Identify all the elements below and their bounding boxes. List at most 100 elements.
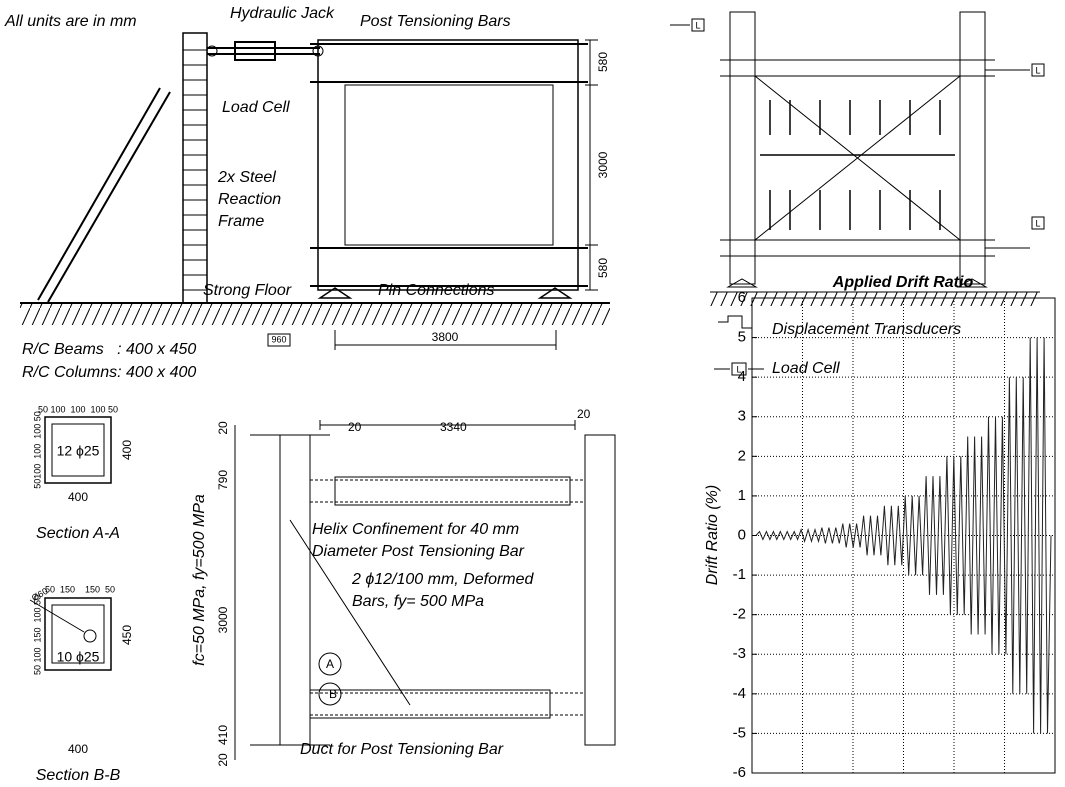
dimension: 50100 100 100 50 xyxy=(32,411,42,489)
beam-reinforcement xyxy=(334,476,571,506)
brace xyxy=(37,87,171,303)
label: Helix Confinement for 40 mm xyxy=(312,521,519,538)
ducts xyxy=(310,479,585,716)
y-tick-label: 0 xyxy=(738,526,746,543)
dimension: 3340 xyxy=(440,420,467,434)
instrumentation: L L L L Displacement Transducers Load Ce… xyxy=(670,11,1045,377)
elevation: A B 20 3340 20 20 790 3000 410 20 fc=50 … xyxy=(191,407,616,767)
drift-line xyxy=(755,337,1052,734)
bars: 10 ϕ25 xyxy=(57,649,100,665)
y-tick-label: 1 xyxy=(738,487,746,504)
beam-reinforcement xyxy=(309,689,551,719)
drift-chart: Applied Drift Ratio Drift Ratio (%) -6 -5… xyxy=(704,274,1056,781)
dimension: 960 xyxy=(271,334,286,344)
label: Diameter Post Tensioning Bar xyxy=(312,543,525,560)
legend-symbol xyxy=(731,362,747,376)
load-cell-tag xyxy=(1031,216,1045,230)
tag: L xyxy=(1035,65,1040,75)
y-tick-label: 5 xyxy=(738,329,746,346)
tag: L xyxy=(736,364,741,374)
dimension: 790 xyxy=(216,470,230,490)
bars: 12 ϕ25 xyxy=(57,443,100,459)
column-reinforcement xyxy=(584,434,616,746)
rc-frame xyxy=(317,39,579,291)
materials: fc=50 MPa, fy=500 MPa xyxy=(191,494,208,666)
y-tick-label: 2 xyxy=(738,447,746,464)
duct xyxy=(83,629,97,643)
frame-rungs xyxy=(183,49,207,291)
note: R/C Beams : 400 x 450 xyxy=(22,341,196,358)
label: Bars, fy= 500 MPa xyxy=(352,593,484,610)
section-a xyxy=(44,416,112,484)
dimension: 3000 xyxy=(216,606,230,633)
y-tick-label: 3 xyxy=(738,408,746,425)
y-tick-label: 4 xyxy=(738,368,746,385)
section-mark xyxy=(318,682,342,706)
section-mark-label: B xyxy=(329,687,337,701)
dimension: 20 xyxy=(216,421,230,435)
dimension: 400 xyxy=(68,742,88,756)
label: Strong Floor xyxy=(203,282,292,299)
y-tick-label: -3 xyxy=(733,645,746,662)
dimension: 20 xyxy=(577,407,591,421)
dimension: 3000 xyxy=(596,151,610,178)
column xyxy=(959,11,986,285)
section-b xyxy=(44,597,112,671)
legend-label: Displacement Transducers xyxy=(772,321,961,338)
y-tick-label: -4 xyxy=(733,685,746,702)
dimension: 50 100 100 100 50 xyxy=(38,404,118,414)
column xyxy=(729,11,756,285)
frame-lines xyxy=(720,59,995,257)
y-tick-label: -2 xyxy=(733,606,746,623)
dimension-lines xyxy=(585,39,598,291)
test-setup: All units are in mm Hydraulic Jack Post … xyxy=(4,5,610,381)
stirrup xyxy=(51,604,105,664)
y-tick-label: -5 xyxy=(733,724,746,741)
supports xyxy=(726,278,988,288)
tag: L xyxy=(695,20,700,30)
reaction-frame xyxy=(182,32,208,304)
jack-pin xyxy=(206,45,218,57)
load-cell-tag xyxy=(1031,63,1045,77)
stirrup xyxy=(51,423,105,477)
label: Reaction xyxy=(218,191,281,208)
dimension: 50 150 150 50 xyxy=(45,584,115,594)
load-cell-leads xyxy=(670,24,1030,249)
tag: L xyxy=(1035,218,1040,228)
legend-label: Load Cell xyxy=(772,360,840,377)
label: Load Cell xyxy=(222,99,290,116)
section-title: Section A-A xyxy=(36,525,120,542)
label: 2 ϕ12/100 mm, Deformed xyxy=(351,571,535,588)
dimension: 3800 xyxy=(432,330,459,344)
dimension-lines xyxy=(234,420,576,760)
y-tick-label: -6 xyxy=(733,764,746,781)
section-mark xyxy=(318,652,342,676)
label: Post Tensioning Bars xyxy=(360,13,511,30)
section-mark-label: A xyxy=(326,657,334,671)
masonry-infill xyxy=(344,84,554,246)
note: R/C Columns: 400 x 400 xyxy=(22,364,196,381)
section-title: Section B-B xyxy=(36,767,121,784)
label: Hydraulic Jack xyxy=(230,5,335,22)
dimension: 400 xyxy=(120,440,134,460)
floor xyxy=(710,292,1040,306)
strong-floor xyxy=(20,303,610,325)
label: 2x Steel xyxy=(217,169,276,186)
y-tick-label: 6 xyxy=(738,289,746,306)
sections: 50 100 100 100 50 50100 100 100 50 400 4… xyxy=(29,404,134,784)
legend-symbol xyxy=(718,315,752,329)
y-axis-label: Drift Ratio (%) xyxy=(704,485,721,585)
load-cell-tag xyxy=(691,18,705,32)
dimension: 50 100 150 100 50 xyxy=(32,595,42,675)
pin-connections xyxy=(317,287,573,299)
leader xyxy=(29,599,85,633)
dimension: 580 xyxy=(596,258,610,278)
dimension: 410 xyxy=(216,725,230,745)
dimension: 450 xyxy=(120,625,134,645)
column-reinforcement xyxy=(279,434,311,746)
post-tensioning-bars xyxy=(310,43,588,287)
dimension: 400 xyxy=(68,490,88,504)
span-dimension xyxy=(334,330,557,350)
